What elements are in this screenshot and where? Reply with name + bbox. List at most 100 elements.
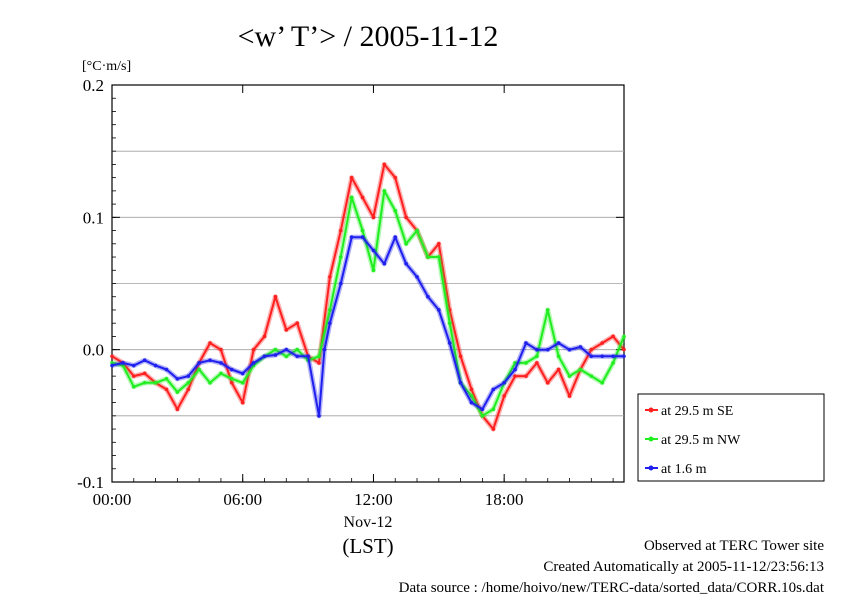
data-point — [491, 427, 496, 431]
y-tick-label: 0.2 — [83, 76, 104, 95]
data-point — [404, 215, 408, 220]
data-point — [273, 353, 278, 357]
data-point — [317, 414, 321, 418]
data-point — [415, 228, 419, 233]
data-point — [437, 308, 441, 312]
data-point — [524, 361, 528, 365]
data-point — [371, 268, 376, 273]
footer-created: Created Automatically at 2005-11-12/23:5… — [543, 559, 824, 575]
data-point — [131, 384, 136, 389]
data-point — [415, 275, 419, 279]
data-point — [567, 394, 572, 398]
data-point — [338, 255, 343, 259]
data-point — [556, 341, 561, 345]
data-point — [578, 345, 583, 349]
y-tick-label: 0.0 — [83, 341, 104, 360]
data-point — [360, 235, 365, 239]
data-point — [382, 261, 387, 266]
data-point — [121, 363, 125, 368]
data-point — [110, 354, 114, 359]
data-point — [382, 162, 387, 167]
data-point — [295, 347, 299, 352]
data-point — [306, 354, 310, 359]
data-point — [338, 281, 343, 286]
data-point — [480, 407, 485, 412]
data-point — [524, 341, 528, 345]
data-point — [251, 361, 256, 365]
data-point — [186, 380, 191, 385]
data-point — [175, 376, 180, 381]
data-point — [426, 294, 430, 299]
data-point — [469, 394, 474, 398]
data-point — [437, 255, 441, 259]
data-point — [230, 376, 234, 381]
data-point — [437, 242, 441, 246]
data-point — [186, 387, 191, 392]
data-point — [284, 354, 289, 359]
data-point — [349, 195, 354, 200]
data-point — [382, 189, 387, 193]
legend-marker — [648, 407, 654, 413]
series-line-2 — [111, 189, 625, 417]
x-tick-label: 00:00 — [93, 490, 132, 509]
data-point — [393, 235, 398, 239]
data-point — [447, 308, 452, 312]
data-point — [295, 321, 299, 326]
data-point — [273, 294, 278, 299]
data-point — [230, 380, 234, 385]
data-point — [208, 341, 212, 345]
data-point — [131, 363, 136, 368]
data-point — [491, 407, 496, 412]
data-point — [317, 361, 321, 365]
data-point — [491, 387, 496, 392]
data-point — [317, 354, 321, 359]
y-tick-label: 0.1 — [83, 208, 104, 227]
data-point — [240, 380, 245, 385]
data-point — [262, 334, 267, 339]
data-point — [589, 374, 594, 378]
data-point — [121, 361, 125, 365]
data-point — [447, 341, 452, 345]
data-point — [360, 228, 365, 233]
data-point — [186, 374, 191, 378]
legend-marker — [648, 465, 654, 471]
data-point — [567, 347, 572, 352]
data-point — [535, 361, 539, 365]
data-point — [251, 347, 256, 352]
x-axis-date-label: Nov-12 — [344, 514, 393, 531]
data-point — [567, 374, 572, 378]
data-point — [622, 354, 626, 359]
y-axis-ticks: -0.1 0.0 0.1 0.2 — [77, 76, 624, 492]
data-point — [328, 275, 332, 279]
data-point — [556, 367, 561, 372]
data-point — [153, 380, 158, 385]
data-point — [262, 354, 267, 359]
data-point — [197, 361, 201, 365]
data-point — [164, 376, 169, 381]
data-point — [513, 374, 517, 378]
data-point — [404, 242, 408, 246]
data-point — [469, 387, 474, 392]
data-point — [349, 175, 354, 180]
data-point — [295, 354, 299, 359]
data-point — [175, 390, 180, 394]
data-point — [545, 380, 550, 385]
data-point — [349, 235, 354, 239]
data-point — [219, 371, 223, 376]
data-point — [535, 347, 539, 352]
data-point — [142, 380, 147, 385]
data-point — [622, 334, 626, 339]
legend-label: at 29.5 m SE — [661, 404, 733, 419]
data-point — [545, 347, 550, 352]
data-point — [622, 347, 626, 352]
data-point — [371, 248, 376, 253]
data-point — [556, 354, 561, 359]
data-point — [110, 363, 114, 368]
data-point — [208, 380, 212, 385]
data-point — [393, 208, 398, 213]
data-point — [611, 354, 615, 359]
legend-marker — [648, 436, 654, 442]
data-point — [338, 228, 343, 233]
data-point — [458, 380, 463, 385]
